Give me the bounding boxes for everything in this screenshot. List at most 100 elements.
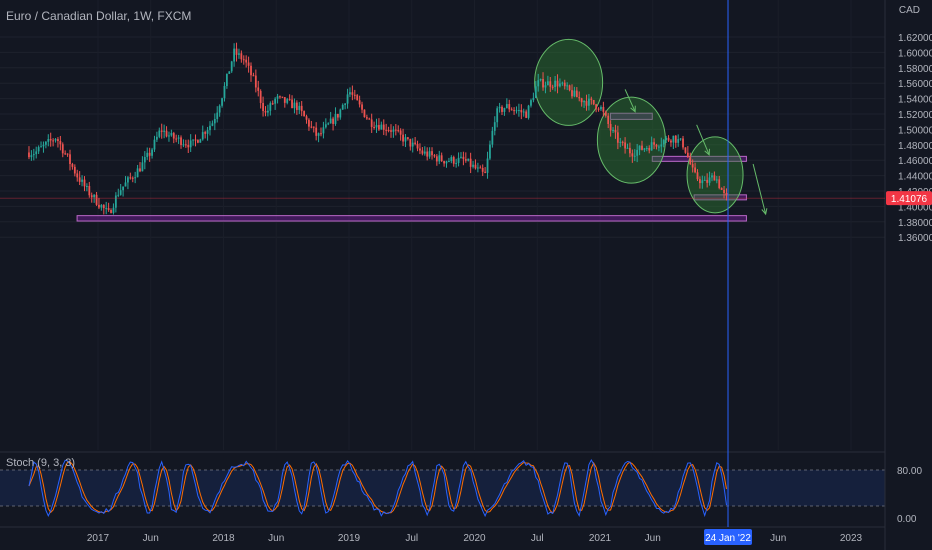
candle-body xyxy=(281,96,284,98)
candle-body xyxy=(718,179,721,189)
candle-body xyxy=(158,130,161,137)
stoch-title: Stoch (9, 3, 3) xyxy=(6,457,76,469)
candle-body xyxy=(493,122,496,131)
candle-body xyxy=(312,126,315,128)
candle-body xyxy=(527,105,530,118)
candle-body xyxy=(165,130,168,137)
candle-body xyxy=(392,129,395,132)
candle-body xyxy=(711,175,713,178)
candle-body xyxy=(563,82,566,87)
candle-body xyxy=(452,157,455,164)
candle-body xyxy=(375,125,378,128)
candle-body xyxy=(110,209,112,213)
candle-body xyxy=(505,104,508,108)
candle-body xyxy=(525,111,528,118)
candle-body xyxy=(554,80,557,88)
candle-body xyxy=(602,107,605,112)
candle-body xyxy=(575,90,578,98)
candle-body xyxy=(279,96,281,98)
candle-body xyxy=(462,156,465,160)
candle-body xyxy=(250,65,252,76)
candle-body xyxy=(416,143,419,149)
candle-body xyxy=(691,164,694,168)
candle-body xyxy=(665,137,668,141)
highlight-circle xyxy=(534,38,604,126)
currency-label: CAD xyxy=(898,5,920,16)
highlight-circles xyxy=(534,38,744,214)
price-tick-label: 1.46000 xyxy=(898,156,932,167)
trend-arrowhead xyxy=(704,148,711,156)
chart-title: Euro / Canadian Dollar, 1W, FXCM xyxy=(6,9,192,23)
candle-body xyxy=(218,105,221,113)
candle-body xyxy=(361,104,363,110)
candle-body xyxy=(544,85,547,88)
candle-body xyxy=(175,138,178,140)
candle-body xyxy=(172,133,175,139)
candle-body xyxy=(667,137,670,141)
candle-body xyxy=(629,147,631,154)
candle-body xyxy=(228,71,231,74)
time-tick-label: 2019 xyxy=(338,533,361,544)
candle-body xyxy=(57,139,59,142)
candle-body xyxy=(322,127,325,134)
candle-body xyxy=(684,147,687,153)
candle-body xyxy=(414,142,417,144)
candle-body xyxy=(397,130,400,132)
time-tick-label: Jul xyxy=(531,533,544,544)
candle-body xyxy=(139,168,141,172)
candle-body xyxy=(37,147,40,152)
price-axis[interactable]: 1.62000 1.60000 1.58000 1.56000 1.54000 1.520… xyxy=(884,0,932,550)
candle-body xyxy=(300,105,303,112)
candle-body xyxy=(184,144,187,146)
candle-body xyxy=(539,79,542,81)
candle-body xyxy=(170,133,173,136)
candle-body xyxy=(264,111,267,113)
candle-body xyxy=(406,137,409,139)
candle-body xyxy=(561,82,564,84)
candle-body xyxy=(568,85,571,91)
candle-body xyxy=(513,110,515,112)
support-zone xyxy=(609,112,653,120)
candle-body xyxy=(520,109,523,113)
candle-body xyxy=(35,151,38,155)
candle-body xyxy=(542,79,544,88)
candle-body xyxy=(40,146,42,148)
trend-arrows xyxy=(624,89,768,216)
candle-body xyxy=(674,135,677,143)
price-tick-label: 1.44000 xyxy=(898,172,932,183)
candles xyxy=(28,42,728,215)
candle-body xyxy=(141,162,144,172)
candle-body xyxy=(61,144,64,154)
trend-arrow xyxy=(752,163,767,215)
candle-body xyxy=(607,115,610,124)
candle-body xyxy=(472,164,474,167)
candle-body xyxy=(283,97,286,103)
candle-body xyxy=(180,137,182,146)
candle-body xyxy=(566,85,569,87)
support-zone xyxy=(76,215,747,222)
candle-body xyxy=(626,147,629,149)
price-tick-label: 1.58000 xyxy=(898,64,932,75)
candle-body xyxy=(134,177,137,179)
stoch-band xyxy=(0,470,885,506)
candle-body xyxy=(69,154,71,165)
candle-body xyxy=(42,144,45,147)
candle-body xyxy=(486,158,489,173)
candle-body xyxy=(484,171,487,173)
candle-body xyxy=(556,80,559,87)
time-axis[interactable]: 2017 Jun 2018 Jun 2019 Jul 2020 Jul 2021 Jun Jun 20… xyxy=(0,526,885,544)
candle-body xyxy=(382,124,385,130)
candle-body xyxy=(305,116,308,120)
candle-body xyxy=(600,107,602,110)
trend-arrowhead xyxy=(630,105,636,113)
candle-body xyxy=(262,102,264,112)
candle-body xyxy=(496,108,499,123)
candle-body xyxy=(235,48,238,55)
stoch-k-line xyxy=(28,458,727,518)
price-tick-label: 1.38000 xyxy=(898,218,932,229)
candle-body xyxy=(428,151,431,157)
candle-body xyxy=(534,86,537,98)
candle-body xyxy=(378,125,380,130)
